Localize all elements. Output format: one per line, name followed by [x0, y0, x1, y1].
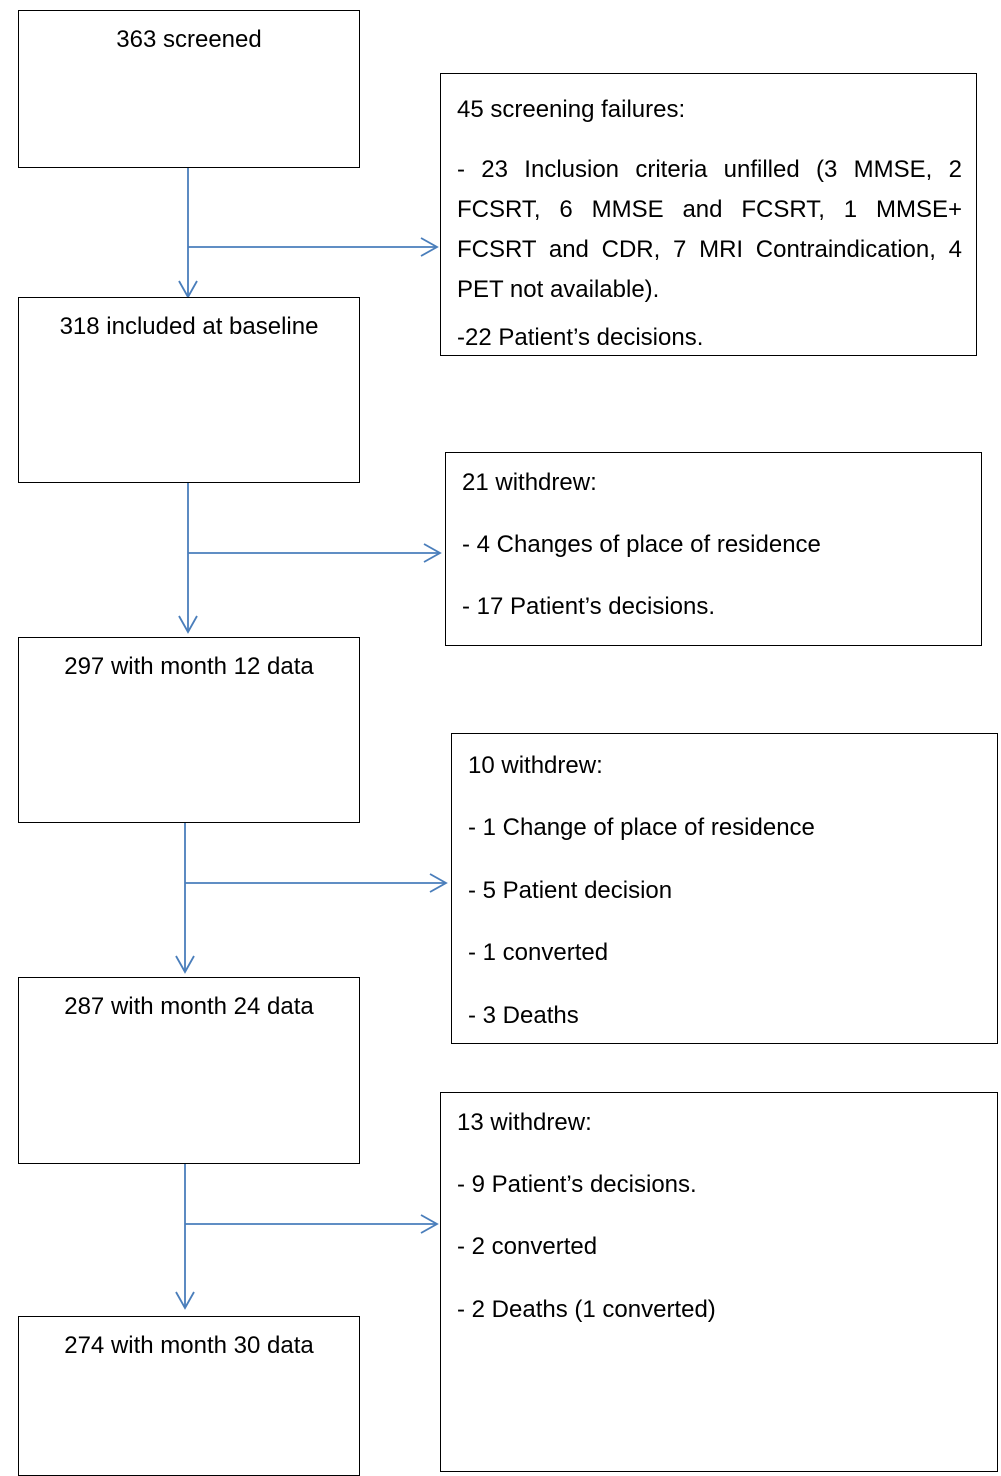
node-label: 363 screened	[116, 26, 262, 53]
exclusion-item: - 2 Deaths (1 converted)	[457, 1296, 716, 1323]
exclusion-title: 21 withdrew:	[462, 469, 597, 496]
node-box: 318 included at baseline	[18, 297, 360, 483]
exclusion-box: 21 withdrew: - 4 Changes of place of resi…	[445, 452, 982, 646]
exclusion-item: - 1 converted	[468, 939, 609, 966]
exclusion-box: 13 withdrew: - 9 Patient’s decisions. - 2 …	[440, 1092, 998, 1472]
exclusion-item: - 2 converted	[457, 1233, 598, 1260]
node-box: 297 with month 12 data	[18, 637, 360, 823]
exclusion-title: 13 withdrew:	[457, 1109, 592, 1136]
exclusion-item: - 17 Patient’s decisions.	[462, 593, 716, 620]
node-box: 287 with month 24 data	[18, 977, 360, 1164]
exclusion-box: 45 screening failures: - 23 Inclusion cri…	[440, 73, 977, 356]
node-box: 363 screened	[18, 10, 360, 168]
exclusion-box: 10 withdrew: - 1 Change of place of resid…	[451, 733, 998, 1044]
node-box: 274 with month 30 data	[18, 1316, 360, 1476]
node-label: 274 with month 30 data	[64, 1332, 314, 1359]
exclusion-item: -22 Patient’s decisions.	[457, 324, 704, 351]
node-label: 318 included at baseline	[59, 313, 319, 340]
node-label: 297 with month 12 data	[64, 653, 314, 680]
exclusion-item: - 9 Patient’s decisions.	[457, 1171, 697, 1198]
node-label: 287 with month 24 data	[64, 993, 314, 1020]
exclusion-item: - 3 Deaths	[468, 1002, 579, 1029]
exclusion-item: - 5 Patient decision	[468, 877, 673, 904]
exclusion-title: 45 screening failures:	[457, 96, 686, 123]
exclusion-item: - 4 Changes of place of residence	[462, 531, 821, 558]
exclusion-item: - 1 Change of place of residence	[468, 814, 815, 841]
exclusion-item: - 23 Inclusion criteria unfilled (3 MMSE…	[457, 156, 962, 303]
exclusion-title: 10 withdrew:	[468, 752, 603, 779]
